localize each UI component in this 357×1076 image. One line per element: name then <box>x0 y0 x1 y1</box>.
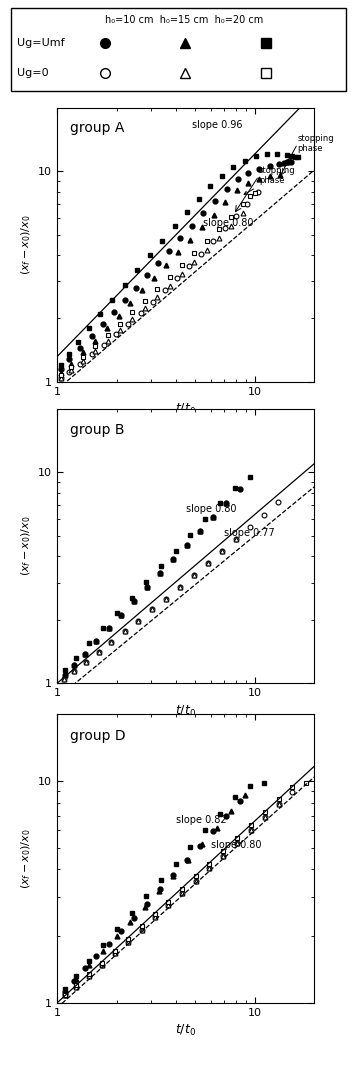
X-axis label: $t/t_0$: $t/t_0$ <box>175 704 196 719</box>
Y-axis label: $(x_f-x_0)/x_0$: $(x_f-x_0)/x_0$ <box>19 829 33 889</box>
Text: Ug=Umf: Ug=Umf <box>17 38 65 47</box>
Text: Ug=0: Ug=0 <box>17 68 49 77</box>
Text: slope 0.96: slope 0.96 <box>192 121 242 130</box>
Text: slope 0.82: slope 0.82 <box>176 815 227 824</box>
Text: slope 0.80: slope 0.80 <box>203 217 254 228</box>
Text: stopping
phase: stopping phase <box>244 166 296 195</box>
Text: slope 0.80: slope 0.80 <box>211 840 261 850</box>
Text: stopping
phase: stopping phase <box>287 133 334 162</box>
Y-axis label: $(x_f-x_0)/x_0$: $(x_f-x_0)/x_0$ <box>19 214 33 275</box>
X-axis label: $t/t_0$: $t/t_0$ <box>175 402 196 417</box>
Text: slope 0.80: slope 0.80 <box>186 504 237 514</box>
X-axis label: $t/t_0$: $t/t_0$ <box>175 1023 196 1038</box>
Text: group B: group B <box>70 423 125 437</box>
Text: group A: group A <box>70 122 124 136</box>
Y-axis label: $(x_f-x_0)/x_0$: $(x_f-x_0)/x_0$ <box>19 515 33 577</box>
Text: slope 0.77: slope 0.77 <box>224 528 275 538</box>
Text: group D: group D <box>70 728 126 742</box>
Text: h₀=10 cm  h₀=15 cm  h₀=20 cm: h₀=10 cm h₀=15 cm h₀=20 cm <box>105 15 263 25</box>
